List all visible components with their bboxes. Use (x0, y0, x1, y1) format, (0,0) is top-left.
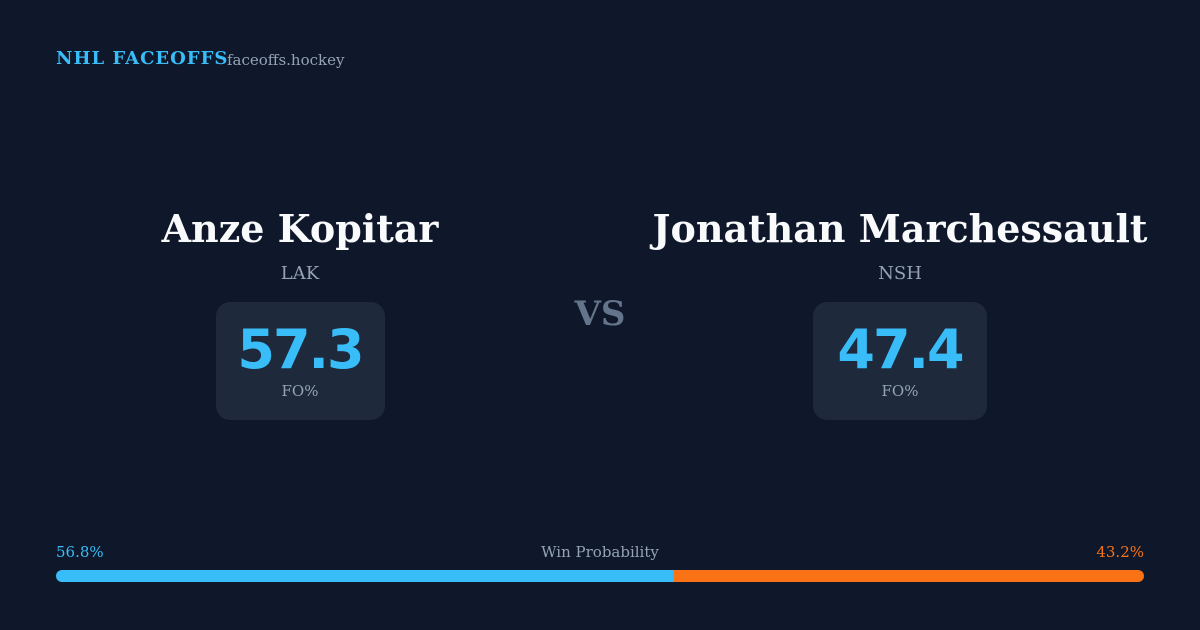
probability-title: Win Probability (541, 543, 659, 561)
vs-label: VS (574, 294, 626, 334)
brand-title: NHL FACEOFFS (56, 48, 229, 69)
probability-segment (673, 570, 1144, 582)
probability-segment (56, 570, 674, 582)
player-team: LAK (280, 263, 320, 284)
stat-label: FO% (881, 382, 919, 400)
left-probability: 56.8% (56, 543, 104, 561)
right-probability: 43.2% (1096, 543, 1144, 561)
stat-value: 57.3 (237, 318, 364, 381)
stat-box (813, 302, 987, 420)
probability-bar (56, 570, 1144, 582)
site-name: faceoffs.hockey (227, 51, 345, 69)
player-name: Anze Kopitar (161, 206, 439, 251)
stat-label: FO% (281, 382, 319, 400)
stat-box (216, 302, 385, 420)
player-name: Jonathan Marchessault (652, 206, 1148, 251)
stat-value: 47.4 (837, 318, 964, 381)
player-team: NSH (878, 263, 922, 284)
